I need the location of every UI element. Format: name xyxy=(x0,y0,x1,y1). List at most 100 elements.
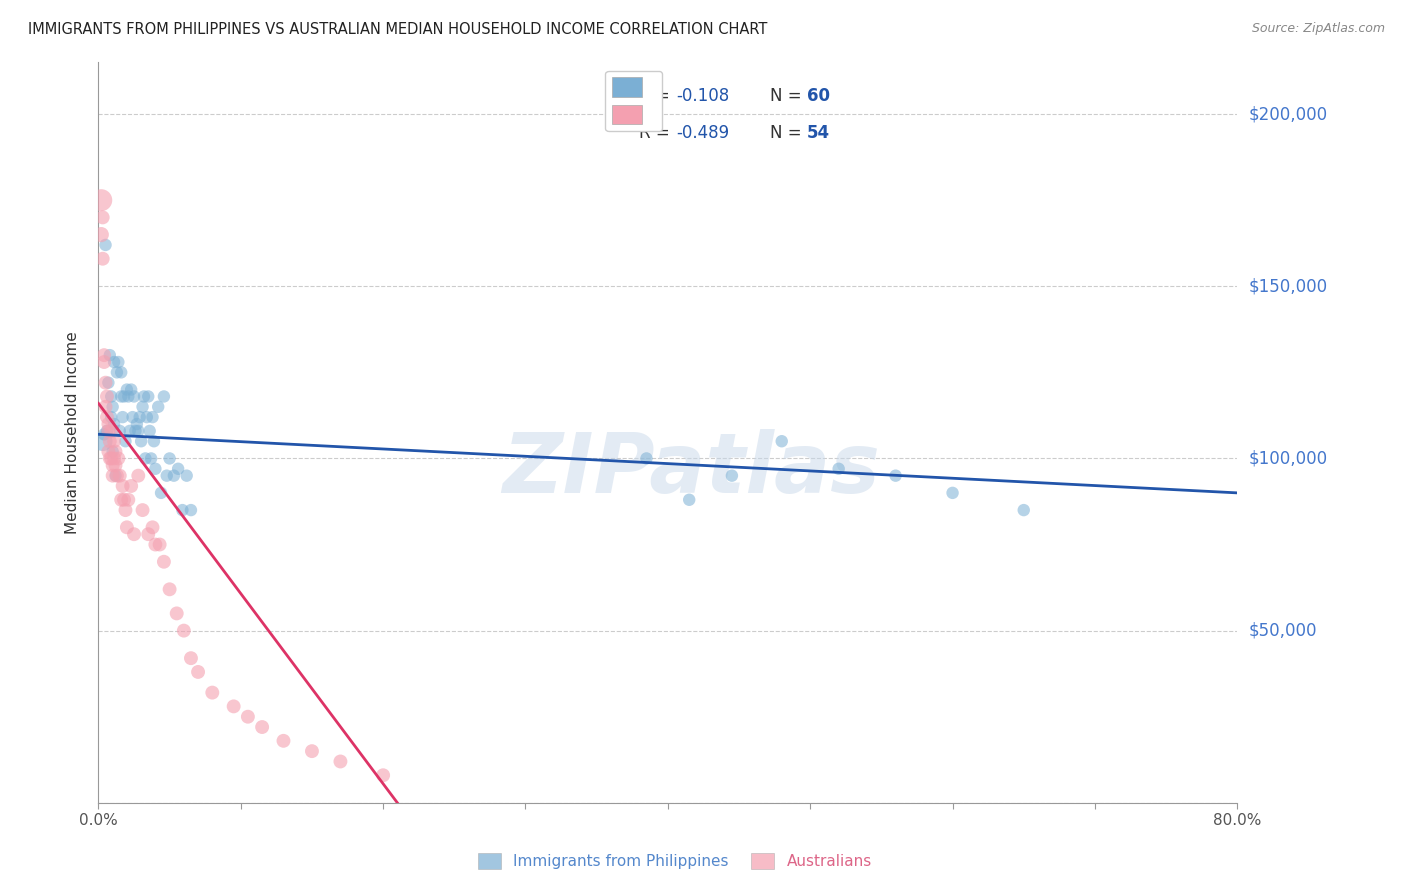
Point xyxy=(108,424,131,438)
Text: IMMIGRANTS FROM PHILIPPINES VS AUSTRALIAN MEDIAN HOUSEHOLD INCOME CORRELATION CH: IMMIGRANTS FROM PHILIPPINES VS AUSTRALIA… xyxy=(28,22,768,37)
Point xyxy=(145,537,167,551)
Point xyxy=(942,486,965,500)
Point xyxy=(222,699,245,714)
Text: $200,000: $200,000 xyxy=(1249,105,1327,123)
Point xyxy=(103,355,125,369)
Point xyxy=(136,389,159,403)
Point xyxy=(131,503,153,517)
Text: N =: N = xyxy=(770,87,807,104)
Text: -0.489: -0.489 xyxy=(676,124,728,142)
Point xyxy=(93,348,115,362)
Point xyxy=(94,238,117,252)
Point xyxy=(129,434,152,449)
Point xyxy=(117,389,139,403)
Point xyxy=(114,503,136,517)
Point xyxy=(91,252,114,266)
Point xyxy=(105,365,128,379)
Point xyxy=(149,537,172,551)
Point xyxy=(90,227,112,242)
Point xyxy=(884,468,907,483)
Point xyxy=(127,468,149,483)
Point xyxy=(678,492,700,507)
Point xyxy=(121,410,143,425)
Point xyxy=(98,451,121,466)
Point xyxy=(120,383,142,397)
Text: R =: R = xyxy=(640,87,675,104)
Point xyxy=(100,410,122,425)
Point xyxy=(150,486,173,500)
Point xyxy=(156,468,179,483)
Point xyxy=(94,400,117,414)
Point xyxy=(173,624,195,638)
Legend: Immigrants from Philippines, Australians: Immigrants from Philippines, Australians xyxy=(472,847,877,875)
Point xyxy=(98,348,121,362)
Point xyxy=(111,479,134,493)
Text: 54: 54 xyxy=(807,124,830,142)
Point xyxy=(108,468,131,483)
Text: $100,000: $100,000 xyxy=(1249,450,1327,467)
Text: -0.108: -0.108 xyxy=(676,87,730,104)
Point xyxy=(1012,503,1035,517)
Text: R =: R = xyxy=(640,124,675,142)
Text: $150,000: $150,000 xyxy=(1249,277,1327,295)
Point xyxy=(138,424,160,438)
Point xyxy=(100,389,122,403)
Point xyxy=(159,582,181,597)
Point xyxy=(105,468,128,483)
Point xyxy=(90,193,112,207)
Point xyxy=(159,451,181,466)
Point xyxy=(153,389,176,403)
Point xyxy=(122,527,145,541)
Text: $50,000: $50,000 xyxy=(1249,622,1317,640)
Point xyxy=(96,389,118,403)
Point xyxy=(163,468,186,483)
Point xyxy=(98,434,121,449)
Point xyxy=(136,527,159,541)
Point xyxy=(124,424,146,438)
Point xyxy=(131,400,153,414)
Text: Source: ZipAtlas.com: Source: ZipAtlas.com xyxy=(1251,22,1385,36)
Point xyxy=(97,376,120,390)
Point xyxy=(770,434,793,449)
Point xyxy=(172,503,194,517)
Point xyxy=(250,720,273,734)
Point xyxy=(118,424,141,438)
Point xyxy=(103,417,125,431)
Point xyxy=(112,389,135,403)
Point xyxy=(91,211,114,225)
Point xyxy=(107,451,129,466)
Point xyxy=(115,520,138,534)
Point xyxy=(103,434,125,449)
Point xyxy=(103,451,125,466)
Point xyxy=(101,400,124,414)
Point xyxy=(107,355,129,369)
Point xyxy=(114,434,136,449)
Point xyxy=(100,451,122,466)
Point xyxy=(101,468,124,483)
Point xyxy=(110,389,132,403)
Point xyxy=(104,458,127,473)
Point xyxy=(145,462,167,476)
Point xyxy=(96,424,118,438)
Point xyxy=(301,744,323,758)
Point xyxy=(110,492,132,507)
Y-axis label: Median Household Income: Median Household Income xyxy=(65,331,80,534)
Point xyxy=(110,365,132,379)
Point xyxy=(101,444,124,458)
Point xyxy=(127,424,149,438)
Point xyxy=(187,665,209,679)
Point xyxy=(104,444,127,458)
Point xyxy=(96,410,118,425)
Point xyxy=(115,383,138,397)
Point xyxy=(176,468,198,483)
Point xyxy=(373,768,395,782)
Point xyxy=(97,417,120,431)
Point xyxy=(120,479,142,493)
Text: 60: 60 xyxy=(807,87,830,104)
Legend: , : , xyxy=(606,70,662,131)
Point xyxy=(135,410,157,425)
Point xyxy=(166,607,188,621)
Point xyxy=(167,462,190,476)
Point xyxy=(134,451,156,466)
Point xyxy=(180,503,202,517)
